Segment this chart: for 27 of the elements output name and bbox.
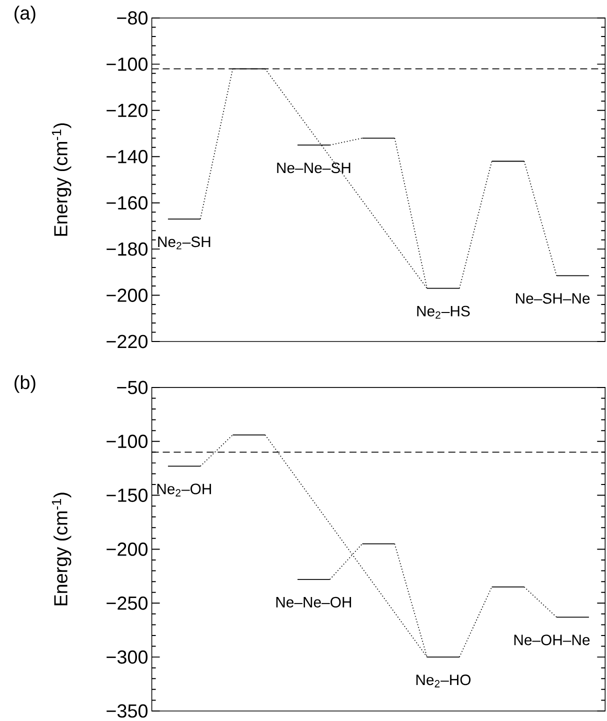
- annotation: Ne–Ne–SH: [277, 162, 350, 174]
- y-tick-label: −160: [106, 196, 148, 210]
- y-tick-label: −220: [106, 334, 148, 348]
- chart-title: (a): [14, 6, 36, 24]
- annotation: Ne$_{2}$–HS: [417, 306, 470, 319]
- y-tick-label: −100: [106, 57, 148, 71]
- annotation: Ne$_{2}$–OH: [157, 484, 211, 496]
- annotation: Ne–Ne–OH: [276, 596, 351, 608]
- y-tick-label: −140: [106, 150, 148, 164]
- y-tick-label: −120: [106, 104, 148, 118]
- chart-title: (b): [14, 375, 36, 393]
- y-tick-label: −200: [106, 288, 148, 302]
- y-tick-label: −300: [106, 650, 148, 664]
- y-tick-label: −350: [106, 704, 148, 718]
- annotation: Ne–SH–Ne: [516, 293, 590, 304]
- y-axis-title: Energy (cm$^{-1}$): [52, 123, 72, 236]
- y-axis-title: Energy (cm$^{-1}$): [52, 492, 72, 606]
- y-tick-label: −180: [106, 242, 148, 256]
- y-tick-label: −150: [106, 488, 148, 502]
- annotation: Ne$_{2}$–SH: [158, 236, 210, 250]
- y-tick-label: −80: [117, 11, 148, 25]
- y-tick-label: −200: [106, 542, 148, 556]
- annotation: Ne–OH–Ne: [514, 634, 590, 646]
- y-tick-label: −100: [106, 434, 148, 448]
- y-tick-label: −50: [117, 380, 148, 394]
- annotation: Ne$_{2}$–HO: [416, 674, 470, 688]
- y-tick-label: −250: [106, 596, 148, 610]
